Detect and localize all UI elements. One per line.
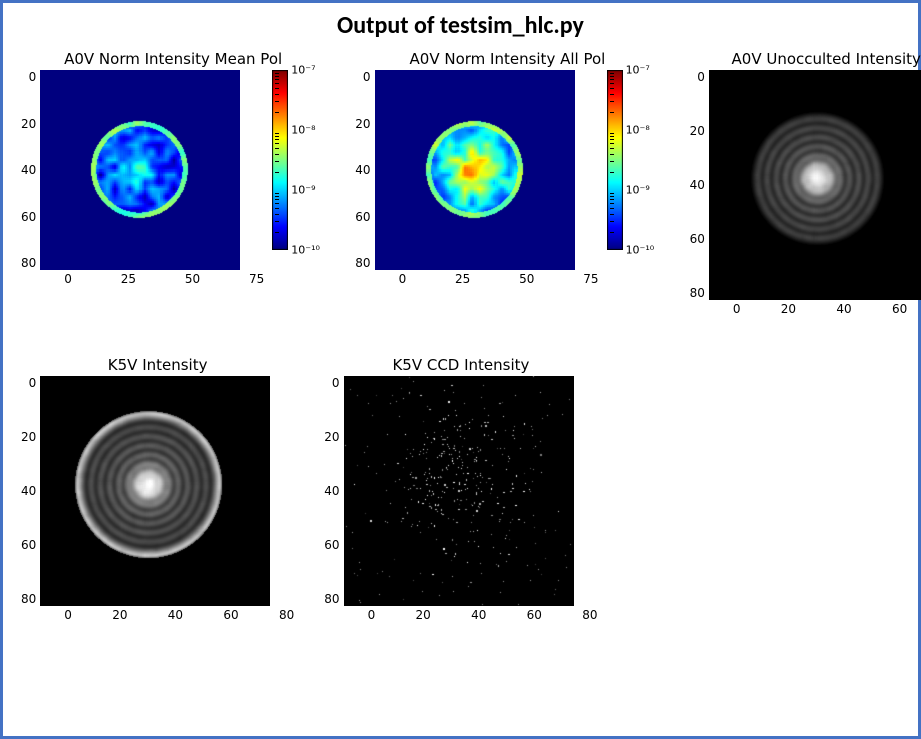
heatmap-canvas: [375, 70, 575, 270]
colorbar: [607, 70, 623, 250]
subtitle: A0V Unocculted Intensity: [732, 50, 921, 68]
y-axis: 020406080: [21, 376, 40, 606]
panel-a0v-mean-pol: A0V Norm Intensity Mean Pol 020406080 02…: [21, 50, 325, 316]
subtitle: A0V Norm Intensity All Pol: [410, 50, 606, 68]
y-axis: 020406080: [21, 70, 40, 270]
subtitle: A0V Norm Intensity Mean Pol: [64, 50, 282, 68]
subtitle: K5V CCD Intensity: [392, 356, 529, 374]
panel-k5v-intensity: K5V Intensity 020406080 020406080: [21, 356, 294, 622]
colorbar-ticks: 10⁻⁷10⁻⁸10⁻⁹10⁻¹⁰: [626, 70, 660, 250]
intensity-canvas: [40, 376, 270, 606]
panel-k5v-ccd: K5V CCD Intensity 020406080 020406080: [324, 356, 597, 622]
panel-a0v-unocculted: A0V Unocculted Intensity 020406080 02040…: [690, 50, 921, 316]
x-axis: 020406080: [733, 302, 921, 316]
page-title: Output of testsim_hlc.py: [21, 11, 900, 40]
y-axis: 020406080: [324, 376, 343, 606]
ccd-canvas: [344, 376, 574, 606]
x-axis: 0255075: [399, 272, 599, 286]
heatmap-canvas: [40, 70, 240, 270]
colorbar-ticks: 10⁻⁷10⁻⁸10⁻⁹10⁻¹⁰: [291, 70, 325, 250]
y-axis: 020406080: [690, 70, 709, 300]
y-axis: 020406080: [355, 70, 374, 270]
panel-a0v-all-pol: A0V Norm Intensity All Pol 020406080 025…: [355, 50, 659, 316]
colorbar: [272, 70, 288, 250]
intensity-canvas: [709, 70, 921, 300]
x-axis: 0255075: [64, 272, 264, 286]
subtitle: K5V Intensity: [108, 356, 208, 374]
x-axis: 020406080: [368, 608, 598, 622]
x-axis: 020406080: [64, 608, 294, 622]
